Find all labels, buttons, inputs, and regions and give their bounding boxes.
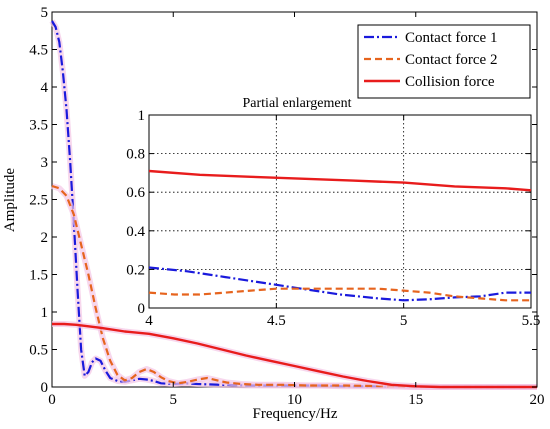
inset-y-tick-label: 1 <box>138 108 146 124</box>
inset-series-line-contact-force-2 <box>148 287 531 302</box>
inset-series-line-collision-force <box>148 169 532 192</box>
main-y-ticks: 0 0.5 1 1.5 2 2.5 3 3.5 4 4.5 5 <box>29 5 537 396</box>
inset-y-ticks: 0 0.2 0.4 0.6 0.8 1 <box>126 108 531 317</box>
main-y-tick-label: 1 <box>41 305 49 321</box>
main-y-tick-label: 4 <box>41 80 49 96</box>
legend-label-contact-force-1: Contact force 1 <box>405 30 497 46</box>
y-axis-label: Amplitude <box>2 168 18 233</box>
legend-label-contact-force-2: Contact force 2 <box>405 52 497 68</box>
main-y-tick-label: 2 <box>41 230 49 246</box>
main-y-tick-label: 0.5 <box>29 343 48 359</box>
main-series-line-contact-force-2 <box>51 184 537 389</box>
inset-y-tick-label: 0.6 <box>126 185 145 201</box>
inset-title: Partial enlargement <box>243 96 352 111</box>
main-y-tick-label: 3.5 <box>29 118 48 134</box>
main-y-tick-label: 0 <box>41 380 49 396</box>
inset-y-tick-label: 0.4 <box>126 224 145 240</box>
main-x-tick-label: 0 <box>48 392 56 408</box>
x-axis-label: Frequency/Hz <box>253 406 338 422</box>
main-y-tick-label: 1.5 <box>29 268 48 284</box>
main-x-tick-label: 5 <box>170 392 178 408</box>
inset-x-tick-label: 4.5 <box>267 313 286 329</box>
legend-items: Contact force 1 Contact force 2 Collision … <box>364 30 497 90</box>
inset-series-group <box>148 169 532 302</box>
inset-x-tick-label: 5 <box>400 313 408 329</box>
main-y-tick-label: 2.5 <box>29 193 48 209</box>
inset-y-tick-label: 0.2 <box>126 262 145 278</box>
inset-x-ticks: 4 4.5 5 5.5 <box>145 115 540 329</box>
inset-y-tick-label: 0 <box>138 301 146 317</box>
inset-plot: 4 4.5 5 5.5 0 0.2 0.4 0.6 0.8 1 Partial enlargem… <box>126 96 540 329</box>
inset-series-line-contact-force-1 <box>148 266 531 302</box>
inset-grid <box>149 115 531 308</box>
main-series-line-collision-force <box>52 322 537 389</box>
main-y-tick-label: 3 <box>41 155 49 171</box>
main-y-tick-label: 5 <box>41 5 49 21</box>
main-x-ticks: 0 5 10 15 20 <box>48 12 545 408</box>
main-x-tick-label: 10 <box>287 392 302 408</box>
main-y-tick-label: 4.5 <box>29 43 48 59</box>
legend-label-collision-force: Collision force <box>405 74 495 90</box>
inset-plot-frame <box>148 114 532 309</box>
legend: Contact force 1 Contact force 2 Collision … <box>357 24 531 99</box>
main-series-group <box>49 19 537 390</box>
main-x-tick-label: 20 <box>530 392 545 408</box>
inset-x-tick-label: 5.5 <box>522 313 541 329</box>
inset-y-tick-label: 0.8 <box>126 147 145 163</box>
main-x-tick-label: 15 <box>408 392 423 408</box>
inset-x-tick-label: 4 <box>145 313 153 329</box>
